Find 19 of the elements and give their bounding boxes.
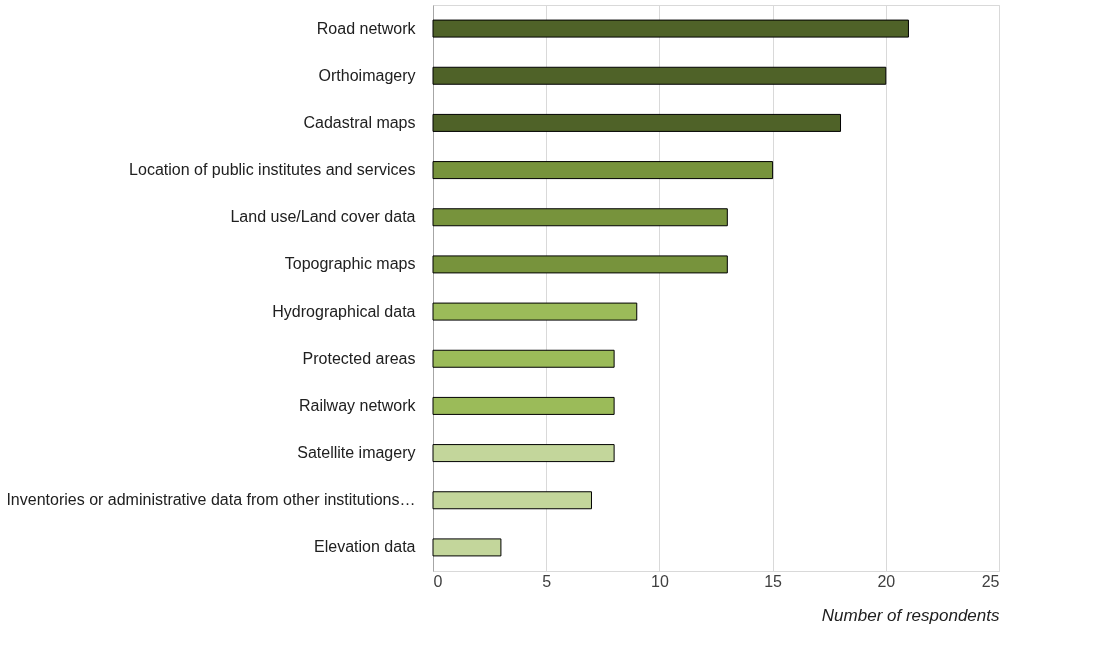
x-tick-label: 5 xyxy=(542,572,552,590)
x-axis-title: Number of respondents xyxy=(821,605,1000,625)
y-tick-label: Topographic maps xyxy=(284,255,416,273)
y-tick-label: Road network xyxy=(316,19,417,37)
y-tick-label: Hydrographical data xyxy=(272,302,416,320)
x-tick-label: 25 xyxy=(981,572,1000,590)
x-tick-label: 15 xyxy=(764,572,783,590)
y-tick-label: Railway network xyxy=(299,396,417,414)
x-tick-label: 10 xyxy=(651,572,669,590)
y-tick-label: Protected areas xyxy=(302,349,416,367)
y-tick-label: Cadastral maps xyxy=(303,113,416,131)
y-tick-label: Inventories or administrative data from other institutions… xyxy=(6,491,416,509)
y-tick-label: Orthoimagery xyxy=(318,66,416,84)
x-tick-label: 20 xyxy=(877,572,896,590)
y-tick-label: Location of public institutes and services xyxy=(129,161,416,179)
x-tick-label: 0 xyxy=(433,572,443,590)
y-tick-label: Land use/Land cover data xyxy=(230,208,416,226)
y-tick-label: Satellite imagery xyxy=(297,444,416,462)
y-tick-label: Elevation data xyxy=(314,538,416,556)
